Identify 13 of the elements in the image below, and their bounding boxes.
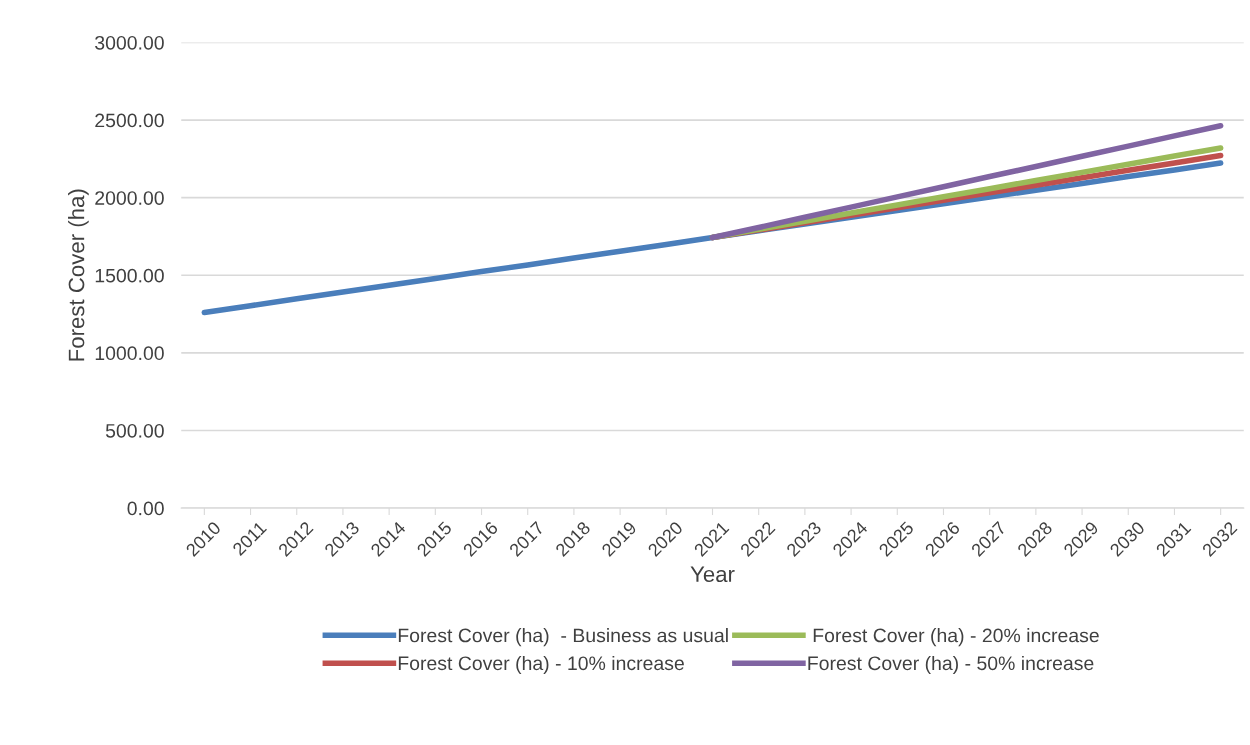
y-tick-label: 1500.00	[95, 268, 164, 283]
y-tick-label: 3000.00	[95, 35, 164, 50]
legend-label: Forest Cover (ha) - 20% increase	[813, 628, 1099, 647]
legend-label: Forest Cover (ha) - 50% increase	[808, 655, 1094, 674]
y-tick-label: 0.00	[127, 501, 164, 516]
y-tick-label: 1000.00	[95, 346, 164, 361]
y-tick-label: 2500.00	[95, 113, 164, 128]
x-axis-title: Year	[690, 566, 735, 583]
legend-label: Forest Cover (ha) - 10% increase	[398, 655, 684, 674]
y-tick-label: 500.00	[105, 423, 164, 438]
legend-label: Forest Cover (ha) - Business as usual	[398, 628, 728, 647]
y-tick-label: 2000.00	[95, 191, 164, 205]
y-axis-title: Forest Cover (ha)	[68, 189, 89, 361]
